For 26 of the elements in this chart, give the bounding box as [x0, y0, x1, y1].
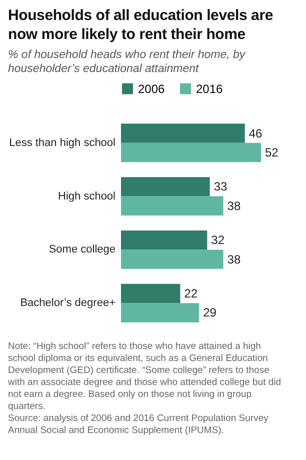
bar [121, 250, 224, 269]
source-note: Source: analysis of 2006 and 2016 Current Population Survey Annual Social and Economic Supplement (IPUMS). [8, 413, 270, 437]
y-tick-label: Bachelor’s degree+ [20, 297, 116, 310]
bar [121, 230, 208, 250]
legend-label: 2016 [196, 82, 224, 96]
y-tick-label: Some college [48, 244, 116, 256]
bar [121, 142, 261, 162]
chart-subtitle: % of household heads who rent their home, by householder’s educational attainment [8, 48, 246, 76]
data-label: 52 [265, 146, 279, 160]
data-label: 38 [227, 198, 241, 213]
bar [121, 124, 245, 143]
bar [121, 284, 180, 304]
y-tick-label: High school [58, 190, 116, 202]
bar [121, 303, 200, 322]
legend-label: 2006 [138, 82, 166, 96]
y-tick-label: Less than high school [9, 136, 116, 149]
data-label: 22 [184, 286, 198, 300]
data-label: 32 [211, 233, 225, 248]
bar [121, 196, 224, 216]
data-label: 33 [214, 180, 228, 194]
data-label: 38 [227, 252, 241, 266]
bar [121, 177, 210, 196]
text: Note: “High school” refers to those who have attained a high school diploma or its equivalent, such as a General Education Development (GED) certificate. “Some college” refers to those with an associate degree and those who attended college but did not earn a degree. Based only on those not living in group quarters. [8, 341, 282, 413]
chart-title: Households of all education levels are now more likely to rent their home [8, 6, 274, 44]
data-label: 46 [248, 126, 263, 140]
data-label: 29 [203, 306, 217, 320]
